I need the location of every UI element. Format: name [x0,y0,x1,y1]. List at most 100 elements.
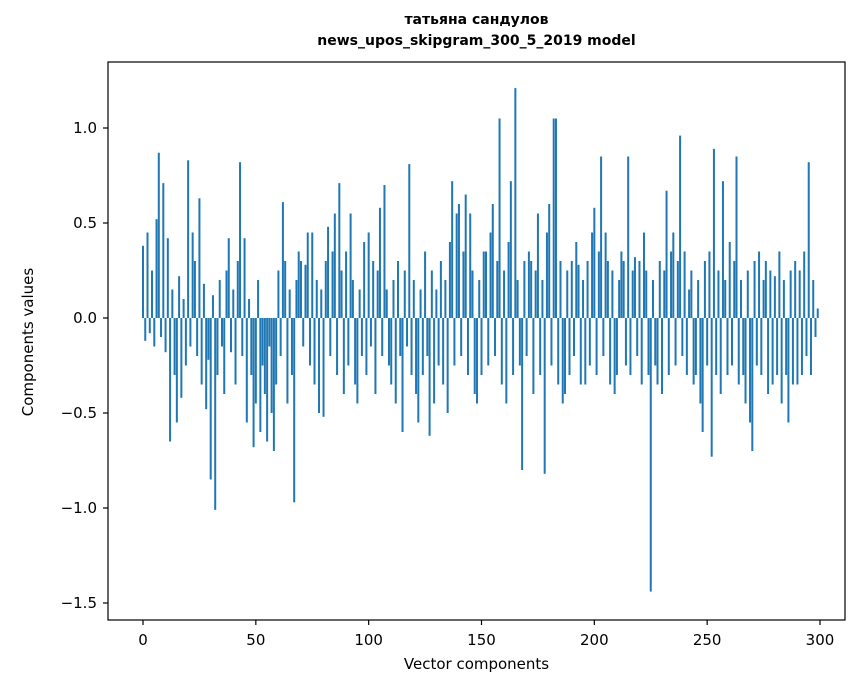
bar [324,261,327,318]
bar [243,238,246,318]
bar [758,251,761,318]
bar [363,242,366,318]
bar [293,318,296,503]
x-axis-label: Vector components [403,655,550,673]
bar [552,118,555,318]
bar [315,280,318,318]
bar [471,270,474,318]
bar [699,318,702,404]
bar [611,270,614,318]
bar [399,318,402,356]
x-tick-label: 200 [580,631,609,649]
bar [230,318,233,353]
bar [498,118,501,318]
x-tick-label: 250 [693,631,722,649]
bar [318,318,321,413]
bar [437,318,440,366]
bar [805,318,808,356]
chart-title-line2: news_upos_skipgram_300_5_2019 model [317,33,636,49]
bar [385,289,388,318]
bar [708,251,711,318]
x-tick-label: 300 [806,631,835,649]
bar [523,261,526,318]
bar [412,280,415,318]
bar [286,318,289,404]
bar [751,318,754,451]
x-tick-label: 0 [138,631,148,649]
bar [428,318,431,436]
bar [182,299,185,318]
bar [782,280,785,318]
bar [144,318,147,341]
bar [200,318,203,385]
bar [683,251,686,318]
x-tick-label: 100 [354,631,383,649]
bar [618,280,621,318]
bar [789,270,792,318]
bar [654,318,657,366]
bar [288,289,291,318]
bar [311,232,314,318]
bar [570,261,573,318]
bar [505,318,508,404]
bar [681,318,684,356]
bar [624,318,627,366]
bar [209,318,212,480]
bar [503,270,506,318]
bar [164,318,167,353]
bar [579,318,582,385]
bar [600,156,603,318]
bar [541,280,544,318]
bar [426,318,429,356]
x-tick-label: 150 [467,631,496,649]
bar [500,318,503,385]
bar [216,318,219,375]
bar [421,318,424,375]
bar [234,318,237,385]
bar [584,318,587,385]
bar [365,318,368,375]
bar [372,261,375,318]
bar [814,318,817,337]
bar [390,318,393,385]
bar [514,88,517,318]
bar [794,261,797,318]
bar [329,318,332,356]
bar [401,318,404,432]
bar [444,280,447,318]
bar [694,318,697,375]
bar [787,318,790,423]
bar [354,318,357,385]
bar [726,318,729,375]
bar [602,318,605,356]
bar [737,318,740,385]
bar [573,318,576,356]
bar [663,270,666,318]
bar [225,270,228,318]
bar [532,318,535,394]
bar [464,194,467,318]
bar [627,156,630,318]
bar [539,318,542,375]
bar [755,318,758,366]
bar [383,185,386,318]
bar [710,318,713,457]
bar [433,318,436,404]
bar [661,318,664,394]
chart-title: татьяна сандулов news_upos_skipgram_300_… [108,10,845,52]
bar [536,213,539,318]
bar [392,280,395,318]
bar [160,318,163,337]
bar [266,318,269,442]
bar [559,261,562,318]
bar [642,232,645,318]
y-tick-label: −0.5 [61,404,97,422]
bar [424,251,427,318]
bar [568,318,571,375]
bar [516,280,519,318]
bar [717,270,720,318]
bar [155,219,158,318]
bar [345,251,348,318]
